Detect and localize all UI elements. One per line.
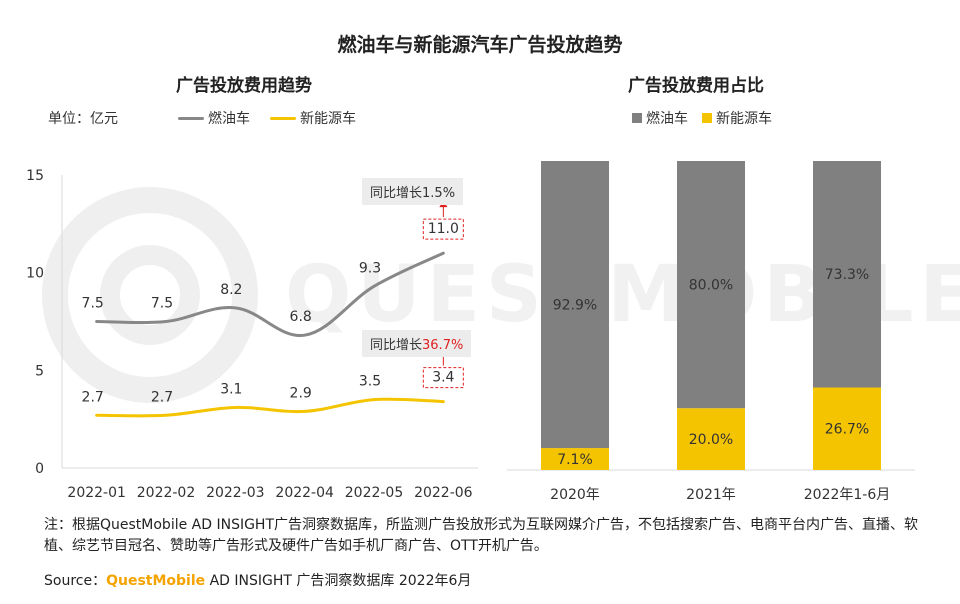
ev-data-label: 3.5 [359, 374, 381, 390]
legend-fuel-label: 燃油车 [646, 111, 688, 127]
fuel-series-line [95, 251, 445, 337]
source-rest: AD INSIGHT 广告洞察数据库 2022年6月 [209, 573, 472, 589]
ev-data-label: 2.9 [290, 385, 312, 401]
ev-data-label: 2.7 [151, 389, 173, 405]
x-tick-label: 2022-04 [275, 485, 334, 501]
x-tick-label: 2022-06 [414, 485, 473, 501]
bar-chart-legend: 燃油车 新能源车 [632, 108, 772, 128]
ev-data-label: 3.1 [220, 381, 242, 397]
ev-bar-segment [677, 408, 745, 470]
fuel-share-label: 80.0% [689, 278, 733, 294]
main-title: 燃油车与新能源汽车广告投放趋势 [337, 34, 623, 56]
source-brand: QuestMobile [106, 573, 206, 589]
ev-share-label: 20.0% [689, 432, 733, 448]
ev-bar-segment [813, 387, 881, 470]
source-line: Source：QuestMobile AD INSIGHT 广告洞察数据库 20… [44, 570, 471, 590]
ev-data-label: 3.4 [432, 370, 454, 386]
legend-ev-swatch [702, 113, 712, 123]
line-chart-legend: 燃油车 新能源车 [178, 108, 356, 128]
x-tick-label: 2022-03 [206, 485, 265, 501]
fuel-bar-segment [813, 161, 881, 388]
fuel-data-label: 11.0 [428, 221, 459, 237]
x-tick-label: 2022-02 [137, 485, 196, 501]
fuel-growth-callout: 同比增长1.5% [362, 178, 464, 205]
legend-ev-line [270, 116, 296, 120]
bar-chart-title: 广告投放费用占比 [628, 76, 764, 96]
fuel-data-label: 6.8 [290, 309, 312, 325]
ev-data-label: 2.7 [82, 389, 104, 405]
ev-growth-value: 36.7% [422, 338, 464, 353]
source-prefix: Source： [44, 573, 107, 589]
watermark-logo [42, 187, 258, 403]
ev-growth-callout: 同比增长36.7% [362, 330, 472, 357]
fuel-growth-value: 1.5% [422, 186, 456, 201]
fuel-share-label: 73.3% [825, 267, 869, 283]
ev-series-line [95, 397, 445, 418]
footnote: 注：根据QuestMobile AD INSIGHT广告洞察数据库，所监测广告投… [44, 517, 919, 554]
unit-label: 单位：亿元 [48, 111, 118, 127]
ev-last-value-box [422, 367, 464, 389]
fuel-data-label: 9.3 [359, 260, 381, 276]
fuel-data-label: 8.2 [220, 282, 242, 298]
x-tick-label: 2022-01 [67, 485, 126, 501]
ev-share-label: 26.7% [825, 422, 869, 438]
x-tick-label: 2022-05 [345, 485, 404, 501]
bar-category-label: 2020年 [550, 487, 600, 503]
legend-fuel-line [178, 116, 204, 120]
fuel-growth-prefix: 同比增长 [370, 186, 423, 201]
line-chart-title: 广告投放费用趋势 [176, 76, 312, 96]
fuel-bar-segment [677, 161, 745, 409]
fuel-share-label: 92.9% [553, 298, 597, 314]
bar-category-label: 2021年 [686, 487, 736, 503]
fuel-data-label: 7.5 [82, 296, 104, 312]
legend-fuel-swatch [632, 113, 642, 123]
legend-ev-label: 新能源车 [300, 111, 356, 127]
legend-ev-label: 新能源车 [716, 111, 772, 127]
y-tick-label: 5 [35, 363, 44, 379]
ev-bar-segment [541, 448, 609, 470]
ev-growth-prefix: 同比增长 [370, 338, 423, 353]
fuel-bar-segment [541, 161, 609, 449]
y-tick-label: 10 [26, 266, 44, 282]
y-tick-label: 0 [35, 461, 44, 477]
fuel-data-label: 7.5 [151, 296, 173, 312]
legend-fuel-label: 燃油车 [208, 111, 250, 127]
bar-category-label: 2022年1-6月 [804, 487, 891, 503]
ev-share-label: 7.1% [557, 452, 593, 468]
y-tick-label: 15 [26, 168, 44, 184]
fuel-last-value-box [422, 218, 464, 240]
